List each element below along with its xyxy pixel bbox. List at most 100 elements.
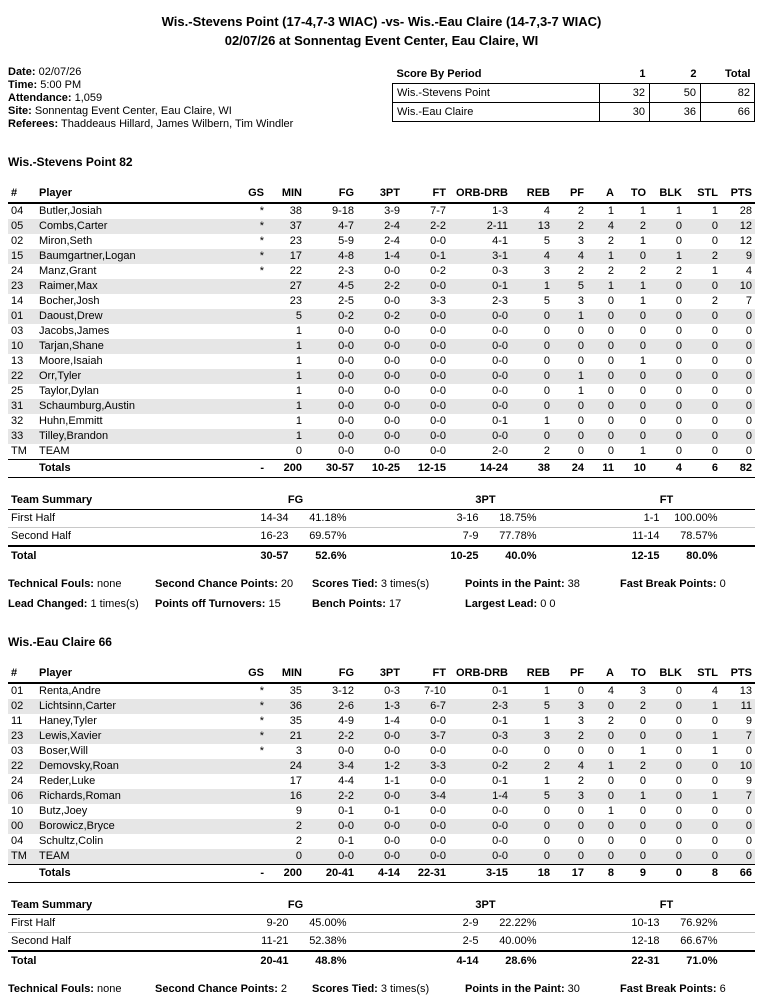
stat-cell: 0-0: [449, 309, 511, 324]
stat-cell: 22: [8, 369, 36, 384]
percentage: 40.0%: [505, 550, 537, 562]
stat-cell: 0-0: [384, 355, 400, 367]
stat-cell: 1: [543, 685, 550, 697]
totals-cell: Totals: [36, 459, 237, 478]
player-row: 25 Taylor,Dylan 1 0-0 0-0 0-0 0-0 0 1 0 0 0 0 0: [8, 384, 755, 399]
stat-cell: 0: [543, 385, 550, 397]
stat-cell: 0: [685, 369, 721, 384]
stat-note-label: Second Chance Points:: [155, 578, 278, 590]
stat-cell: [237, 354, 267, 369]
stat-cell: 23: [289, 235, 302, 247]
stat-cell: 2: [267, 819, 305, 834]
box-col-header: #: [8, 185, 36, 204]
stat-cell: 2-4: [357, 219, 403, 234]
stat-cell: 1-4: [357, 249, 403, 264]
stat-cell: 12: [721, 219, 755, 234]
score-header-row: Score By Period 1 2 Total: [392, 66, 755, 84]
stat-cell: 0-0: [338, 415, 354, 427]
box-col-header: STL: [685, 665, 721, 684]
stat-cell: 0: [685, 819, 721, 834]
stat-cell: 5: [543, 235, 550, 247]
stat-cell: 0-0: [357, 429, 403, 444]
summary-row: Total 20-41 48.8% 4-14 28.6% 22-31 71.0%: [8, 951, 755, 970]
box-col-header: PTS: [721, 665, 755, 684]
stat-cell: 0-0: [430, 805, 446, 817]
summary-col-header: Team Summary: [8, 897, 198, 915]
box-col-header: A: [587, 665, 617, 684]
stat-cell: 3-4: [403, 789, 449, 804]
made-attempted: 16-23: [260, 530, 289, 542]
stat-cell: 1: [543, 415, 550, 427]
stat-cell: 2: [607, 715, 614, 727]
made-attempted: 22-31: [631, 955, 660, 967]
totals-cell: -: [237, 864, 267, 883]
stat-cell: 0: [711, 775, 718, 787]
summary-col-header: FG: [198, 492, 393, 510]
stat-cell: 38: [289, 205, 302, 217]
stat-note-label: Points in the Paint:: [465, 578, 565, 590]
player-row: 03 Boser,Will * 3 0-0 0-0 0-0 0-0 0 0 0 1 0 1 0: [8, 744, 755, 759]
stat-cell: 0-0: [305, 819, 357, 834]
stat-cell: 0: [675, 835, 682, 847]
stat-cell: 0: [511, 369, 553, 384]
summary-row-label: First Half: [8, 509, 198, 528]
player-name: TEAM: [39, 445, 70, 457]
stat-cell: 0-0: [384, 745, 400, 757]
stat-cell: 1-1: [384, 775, 400, 787]
stat-cell: 0: [587, 339, 617, 354]
player-row: 24 Reder,Luke 17 4-4 1-1 0-0 0-1 1 2 0 0 0 0 9: [8, 774, 755, 789]
stat-cell: 0-0: [338, 325, 354, 337]
game-info-time: Time: 5:00 PM: [8, 79, 293, 92]
game-info-date: Date: 02/07/26: [8, 66, 293, 79]
game-info-attendance: Attendance: 1,059: [8, 92, 293, 105]
player-row: 02 Miron,Seth * 23 5-9 2-4 0-0 4-1 5 3 2 1 0 0 12: [8, 234, 755, 249]
stat-cell: 0: [543, 805, 550, 817]
stat-cell: [237, 789, 267, 804]
stat-cell: 2-3: [492, 295, 508, 307]
stat-cell: 4-8: [305, 249, 357, 264]
made-attempted: 10-13: [631, 917, 660, 929]
player-row: 23 Raimer,Max 27 4-5 2-2 0-0 0-1 1 5 1 1 0 0 10: [8, 279, 755, 294]
percentage: 76.92%: [680, 917, 718, 929]
stat-cell: 3-3: [430, 295, 446, 307]
stat-cell: 0-0: [357, 819, 403, 834]
box-header-row: # Player GS MIN FG 3PT FT ORB-DRB REB PF A TO BLK STL…: [8, 185, 755, 204]
summary-header-row: Team Summary FG 3PT FT: [8, 492, 755, 510]
box-col-header: BLK: [649, 185, 685, 204]
summary-stat-cell: 2-9 22.22%: [393, 914, 578, 933]
stat-cell: 3-9: [384, 205, 400, 217]
stat-cell: 1-4: [384, 715, 400, 727]
stat-cell: 0: [685, 429, 721, 444]
game-info-site: Site: Sonnentag Event Center, Eau Claire…: [8, 105, 293, 118]
stat-cell: 0: [639, 805, 646, 817]
score-value: 36: [649, 102, 701, 122]
stat-cell: TM: [11, 445, 27, 457]
made-attempted: 12-18: [631, 935, 660, 947]
summary-col-header: FT: [578, 492, 755, 510]
player-row: 10 Tarjan,Shane 1 0-0 0-0 0-0 0-0 0 0 0 0 0 0 0: [8, 339, 755, 354]
stat-cell: 1: [685, 789, 721, 804]
player-name: Bocher,Josh: [39, 295, 100, 307]
summary-col-header: 3PT: [393, 897, 578, 915]
box-col-header: Player: [36, 665, 237, 684]
player-row: 04 Butler,Josiah * 38 9-18 3-9 7-7 1-3 4 2 1 1 1 1 28: [8, 203, 755, 219]
box-header-row: # Player GS MIN FG 3PT FT ORB-DRB REB PF A TO BLK STL…: [8, 665, 755, 684]
stat-note-label: Technical Fouls:: [8, 578, 94, 590]
stat-cell: 16: [267, 789, 305, 804]
stat-cell: 0-0: [403, 819, 449, 834]
player-name: Butler,Josiah: [39, 205, 102, 217]
stat-cell: 0: [543, 835, 550, 847]
stat-cell: 1-3: [357, 699, 403, 714]
player-row: 15 Baumgartner,Logan * 17 4-8 1-4 0-1 3-1 4 4 1 0 1 2…: [8, 249, 755, 264]
stat-note: Scores Tied: 3 times(s): [312, 983, 430, 995]
stat-cell: [237, 339, 267, 354]
stat-cell: 3: [553, 699, 587, 714]
stat-cell: [237, 384, 267, 399]
stat-cell: 0-2: [305, 309, 357, 324]
stat-cell: 0: [711, 805, 718, 817]
stat-cell: 0-0: [357, 369, 403, 384]
stat-cell: 01: [11, 685, 24, 697]
stat-cell: 03: [11, 325, 24, 337]
stat-cell: 2: [543, 445, 550, 457]
score-row: Wis.-Eau Claire 30 36 66: [392, 102, 755, 122]
